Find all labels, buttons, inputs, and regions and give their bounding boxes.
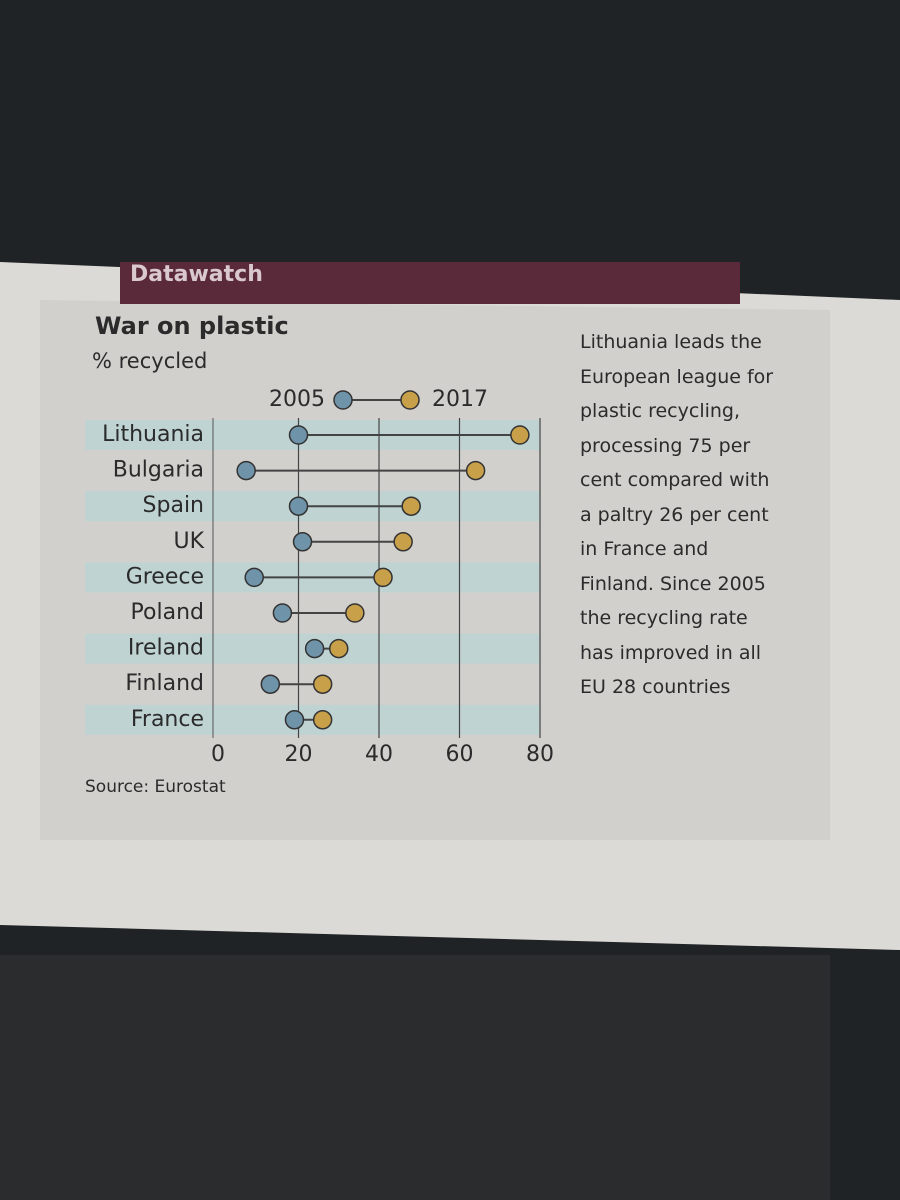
y-tick-label: Bulgaria — [113, 458, 204, 483]
x-tick-label: 0 — [211, 742, 225, 767]
source: Source: Eurostat — [85, 777, 226, 797]
y-tick-label: Spain — [143, 493, 204, 518]
dot-2005 — [288, 425, 309, 445]
dot-2005 — [272, 603, 293, 623]
dot-2005 — [236, 460, 256, 481]
dot-2005 — [292, 532, 313, 552]
x-tick-label: 40 — [365, 742, 393, 767]
y-tick-label: Lithuania — [102, 422, 204, 447]
legend-label: 2005 — [269, 387, 325, 412]
header: Datawatch — [130, 262, 263, 287]
legend-label: 2017 — [432, 387, 488, 412]
dot-2017 — [373, 567, 393, 588]
y-tick-label: France — [131, 707, 204, 732]
photo — [0, 955, 830, 1200]
x-tick-label: 80 — [526, 742, 554, 767]
dot-2017 — [312, 674, 333, 694]
y-tick-label: Ireland — [128, 636, 204, 661]
chart-title: War on plastic — [95, 312, 289, 340]
x-tick-label: 60 — [446, 742, 474, 767]
chart-subtitle: % recycled — [92, 349, 207, 373]
legend-swatch — [400, 390, 420, 410]
dot-2017 — [329, 638, 349, 659]
annotation: Lithuania leads the European league for … — [580, 331, 774, 698]
dot-2005 — [288, 496, 309, 516]
dot-2017 — [393, 532, 413, 552]
dot-2017 — [312, 710, 333, 730]
dot-2005 — [304, 638, 325, 659]
legend-swatch — [333, 390, 353, 410]
dot-2005 — [284, 710, 305, 730]
y-tick-label: Poland — [131, 600, 204, 625]
dot-2017 — [345, 603, 365, 623]
x-tick-label: 20 — [285, 742, 313, 767]
dot-2005 — [260, 674, 281, 694]
y-tick-label: Greece — [126, 564, 204, 589]
dot-2017 — [465, 460, 486, 481]
dot-2017 — [401, 496, 421, 516]
y-tick-label: Finland — [125, 671, 204, 696]
header-band — [120, 262, 740, 304]
dot-2017 — [510, 425, 530, 445]
y-tick-label: UK — [173, 529, 204, 554]
dot-2005 — [244, 567, 264, 588]
